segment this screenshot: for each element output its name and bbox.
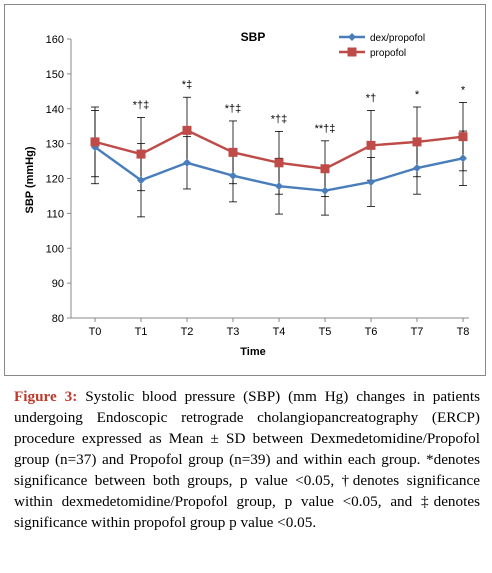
significance-annotation: **†‡ — [315, 123, 336, 135]
x-tick-label: T5 — [319, 326, 332, 338]
data-point — [412, 137, 422, 147]
data-point — [228, 147, 238, 157]
annotation-layer: *†‡ *‡ *†‡ *†‡ **†‡ *† * * — [133, 79, 466, 135]
caption-text: Systolic blood pressure (SBP) (mm Hg) ch… — [14, 388, 480, 531]
y-axis-label: SBP (mmHg) — [24, 146, 36, 213]
figure-caption: Figure 3: Systolic blood pressure (SBP) … — [14, 386, 480, 533]
data-point — [90, 137, 100, 147]
y-tick-label: 90 — [52, 278, 64, 290]
x-tick-label: T4 — [273, 326, 286, 338]
legend-label: propofol — [370, 48, 406, 59]
figure-label: Figure 3: — [14, 388, 78, 405]
significance-annotation: *†‡ — [271, 113, 288, 125]
y-tick-label: 100 — [46, 243, 64, 255]
data-point — [458, 132, 468, 142]
legend-marker — [347, 47, 357, 57]
x-tick-label: T1 — [135, 326, 148, 338]
legend-label: dex/propofol — [370, 33, 425, 44]
data-point — [321, 186, 329, 195]
chart-title: SBP — [241, 30, 266, 44]
chart-frame: 80 90 100 110 120 130 140 150 160 T0 T1 T2 T3 T4 T5 T6 T… — [4, 4, 486, 376]
data-point — [137, 176, 145, 185]
data-point — [275, 182, 283, 191]
significance-annotation: * — [461, 84, 466, 96]
data-point — [136, 149, 146, 159]
legend: dex/propofol propofol — [339, 33, 425, 59]
x-tick-label: T0 — [89, 326, 102, 338]
legend-marker — [348, 33, 356, 41]
data-point — [320, 164, 330, 174]
y-tick-label: 160 — [46, 34, 64, 46]
x-tick-label: T3 — [227, 326, 240, 338]
y-tick-label: 80 — [52, 313, 64, 325]
x-tick-label: T6 — [365, 326, 378, 338]
significance-annotation: * — [415, 89, 420, 101]
x-tick-label: T2 — [181, 326, 194, 338]
axes-layer: 80 90 100 110 120 130 140 150 160 T0 T1 T2 T3 T4 T5 T6 T… — [46, 34, 470, 338]
data-point — [413, 164, 421, 173]
y-tick-label: 120 — [46, 174, 64, 186]
x-axis-label: Time — [240, 346, 265, 358]
data-point — [182, 125, 192, 135]
significance-annotation: *†‡ — [225, 103, 242, 115]
y-tick-label: 110 — [46, 208, 64, 220]
significance-annotation: *† — [366, 92, 376, 104]
data-point — [367, 177, 375, 186]
significance-annotation: *‡ — [182, 79, 192, 91]
data-point — [274, 158, 284, 168]
data-point — [229, 171, 237, 180]
y-tick-label: 150 — [46, 69, 64, 81]
data-point — [366, 140, 376, 150]
y-tick-label: 130 — [46, 139, 64, 151]
sbp-chart: 80 90 100 110 120 130 140 150 160 T0 T1 T2 T3 T4 T5 T6 T… — [24, 30, 470, 358]
series-layer — [90, 125, 468, 195]
x-tick-label: T8 — [457, 326, 470, 338]
data-point — [183, 158, 191, 167]
y-tick-label: 140 — [46, 104, 64, 116]
data-point — [459, 154, 467, 163]
significance-annotation: *†‡ — [133, 99, 150, 111]
x-tick-label: T7 — [411, 326, 424, 338]
